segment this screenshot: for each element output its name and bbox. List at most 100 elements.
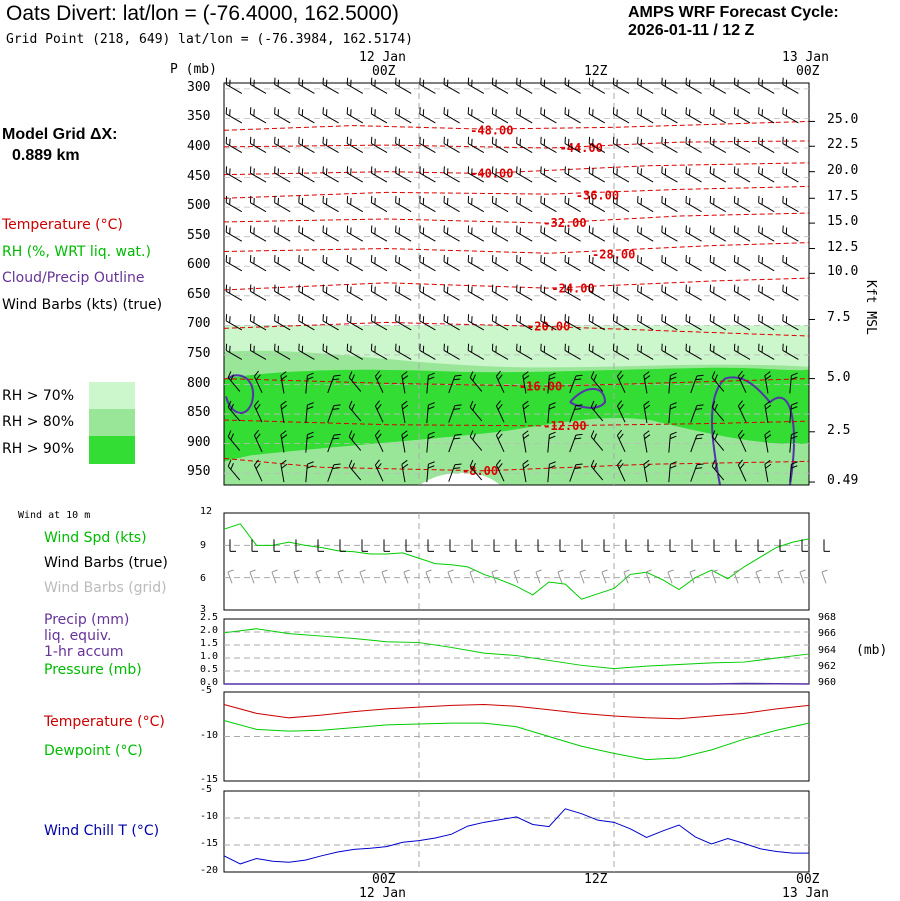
wind-barb-flag bbox=[254, 429, 259, 436]
wind-barb-flag bbox=[637, 77, 639, 85]
wind-barb-flag bbox=[333, 374, 341, 377]
dewpoint-label: Dewpoint (°C) bbox=[44, 743, 143, 759]
wind-barb-flag bbox=[375, 459, 380, 466]
grid-wind-barb-flag bbox=[359, 569, 366, 573]
pressure-level-label: 650 bbox=[187, 286, 211, 302]
wind-barb bbox=[588, 343, 606, 360]
wind-barb-flag bbox=[709, 107, 712, 115]
wind-barb-shaft bbox=[346, 113, 364, 124]
wind-barb-shaft bbox=[758, 83, 775, 94]
wind-barb bbox=[370, 107, 388, 124]
bottom-time-hour-3: 00Z bbox=[796, 872, 820, 887]
wind-barb-flag bbox=[225, 77, 228, 85]
wind-barb-shaft bbox=[690, 375, 698, 394]
wind-barb-flag bbox=[733, 343, 736, 351]
wind-barb-flag bbox=[255, 374, 261, 381]
wind-barb-flag bbox=[225, 166, 228, 174]
wind-barb-shaft bbox=[547, 434, 550, 453]
wind-barb-flag bbox=[298, 255, 300, 262]
wind-barb-flag bbox=[567, 79, 570, 87]
wind-barb-flag bbox=[669, 465, 677, 469]
height-tick-label: 7.5 bbox=[827, 310, 851, 326]
wind-barb bbox=[661, 255, 678, 272]
wind-barb-flag bbox=[592, 79, 594, 87]
wind-barb-flag bbox=[469, 371, 474, 378]
wind-barb-flag bbox=[616, 197, 618, 205]
wind-barb-flag bbox=[612, 136, 615, 144]
surface-wind-barb bbox=[361, 539, 368, 552]
wind-barb bbox=[569, 433, 583, 453]
wind-barb-flag bbox=[661, 343, 663, 351]
height-tick-label: 15.0 bbox=[827, 214, 859, 230]
wind-barb-flag bbox=[495, 109, 497, 117]
wind-barb-flag bbox=[540, 225, 542, 233]
wind-barb-flag bbox=[616, 316, 618, 323]
wind-barb-flag bbox=[564, 284, 566, 292]
isotherm-label: -20.00 bbox=[527, 320, 570, 334]
grid-point-text: Grid Point (218, 649) lat/lon = (-76.398… bbox=[6, 32, 413, 47]
wind-barb-flag bbox=[588, 343, 591, 351]
wind-barb bbox=[709, 166, 727, 183]
wind-barb bbox=[443, 284, 460, 301]
wind-barb-flag bbox=[491, 314, 494, 321]
wind-barb-flag bbox=[346, 166, 349, 174]
wind-barb-flag bbox=[661, 284, 663, 292]
wind-barb-shaft bbox=[305, 375, 308, 394]
wind-barb-flag bbox=[471, 227, 473, 235]
wind-barb-shaft bbox=[564, 113, 581, 124]
wind-barb-flag bbox=[782, 314, 784, 321]
wind-barb-flag bbox=[588, 77, 591, 85]
wind-barb bbox=[305, 431, 314, 453]
wind-barb-shaft bbox=[709, 172, 727, 183]
grid-wind-barb-shaft bbox=[645, 571, 651, 584]
wind-barb-flag bbox=[443, 314, 445, 321]
surface-wind-barb bbox=[383, 539, 390, 552]
wind-barb-flag bbox=[543, 168, 546, 176]
wind-barb-flag bbox=[761, 138, 763, 146]
wind-barb bbox=[685, 255, 702, 272]
wind-barb bbox=[495, 370, 505, 393]
wind-barb-shaft bbox=[492, 290, 509, 301]
wind-barb-flag bbox=[497, 463, 503, 469]
wind-barb bbox=[305, 461, 314, 483]
wind-barb bbox=[661, 284, 678, 301]
wind-barb-shaft bbox=[322, 83, 339, 94]
wind-barb-flag bbox=[519, 286, 521, 294]
legend-rh80-swatch bbox=[89, 409, 135, 436]
wind-barb-flag bbox=[540, 195, 542, 203]
wind-barb-flag bbox=[543, 316, 546, 323]
wind-barb-flag bbox=[395, 107, 397, 115]
wind-barb bbox=[690, 463, 704, 482]
wind-barb-flag bbox=[664, 168, 667, 176]
wind-barb-shaft bbox=[443, 231, 460, 242]
wind-barb-shaft bbox=[225, 143, 243, 153]
wind-barb-flag bbox=[453, 408, 461, 410]
wind-barb-flag bbox=[790, 376, 798, 380]
wind-barb bbox=[782, 343, 799, 360]
legend-temperature: Temperature (°C) bbox=[2, 217, 123, 233]
surface-wind-barb bbox=[669, 539, 676, 552]
height-tick-label: 2.5 bbox=[827, 422, 851, 438]
wind-barb-flag bbox=[253, 345, 255, 353]
wind-barb-shaft bbox=[564, 231, 581, 242]
wind-barb-shaft bbox=[661, 261, 678, 272]
wind-barb-flag bbox=[540, 343, 542, 351]
wind-barb-shaft bbox=[637, 113, 654, 124]
wind-barb-flag bbox=[253, 257, 255, 264]
wind-barb-shaft bbox=[637, 261, 654, 272]
wind-barb-shaft bbox=[346, 320, 364, 331]
wind-barb-flag bbox=[685, 107, 687, 115]
isotherm-line bbox=[223, 457, 810, 472]
wind-barb-flag bbox=[453, 467, 461, 469]
wind-barb-flag bbox=[374, 109, 376, 117]
wind-barb bbox=[370, 166, 388, 183]
wind-barb-shaft bbox=[789, 405, 792, 424]
wind-barb-flag bbox=[643, 459, 650, 465]
wind-barb-flag bbox=[522, 371, 529, 377]
wind-barb-flag bbox=[661, 225, 663, 233]
wind-barb bbox=[469, 371, 483, 392]
wind-barb bbox=[374, 429, 384, 452]
wind-barb-shaft bbox=[643, 464, 648, 483]
wind-barb-flag bbox=[422, 257, 425, 264]
wind-barb bbox=[253, 459, 263, 482]
